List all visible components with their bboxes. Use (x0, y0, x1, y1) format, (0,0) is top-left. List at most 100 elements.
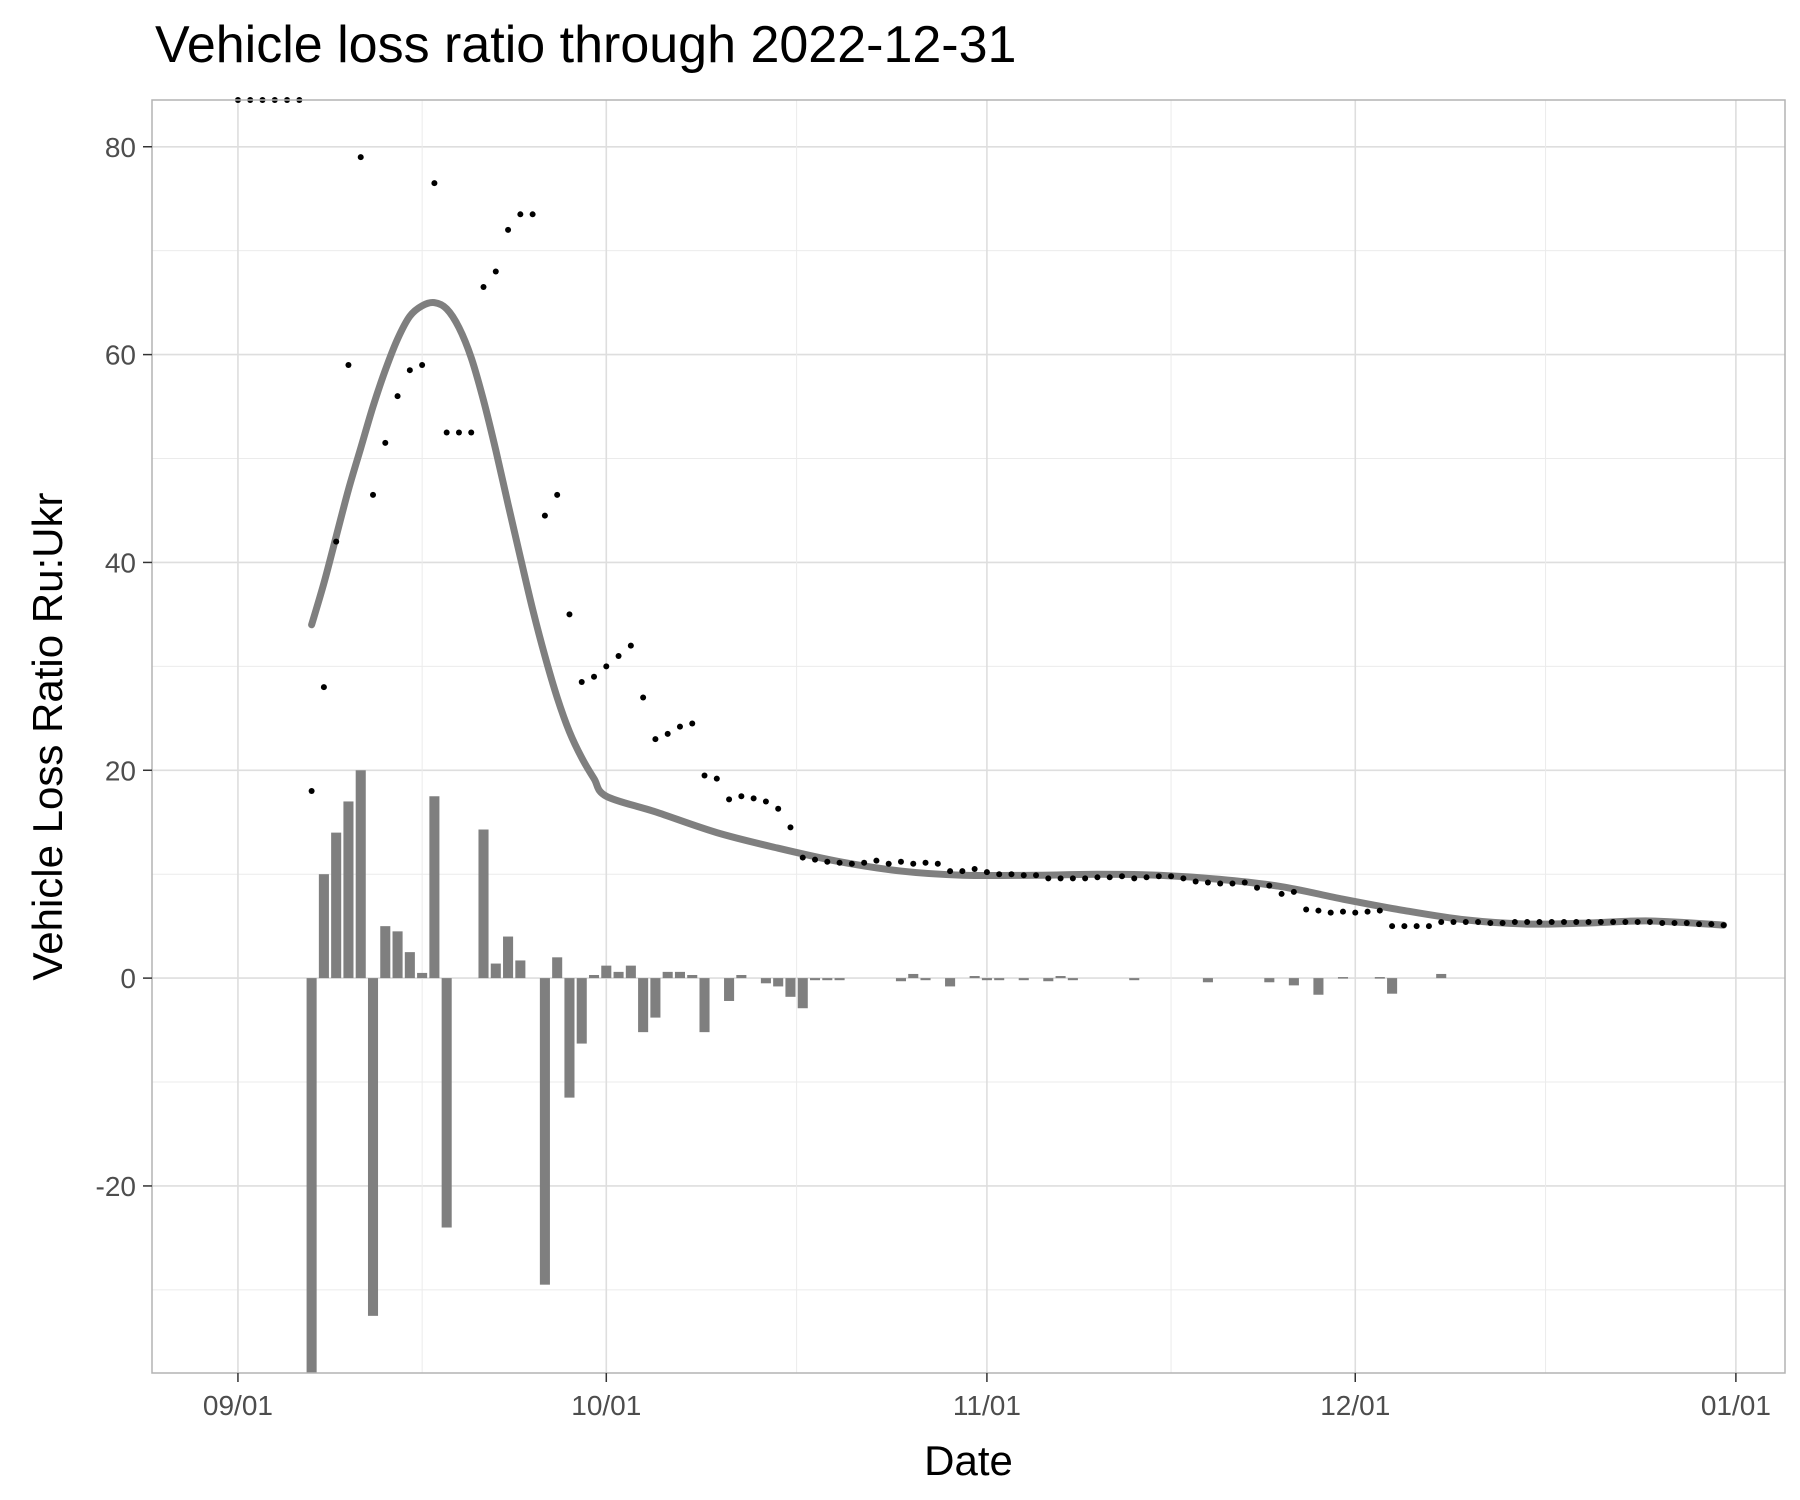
data-point (959, 868, 966, 875)
data-point (652, 736, 659, 743)
data-point (1389, 923, 1396, 930)
data-point (1290, 888, 1297, 895)
bar (994, 978, 1005, 981)
bar (1018, 978, 1029, 981)
bar (981, 978, 992, 981)
bar (331, 832, 342, 979)
x-axis-ticks: 09/01 10/01 11/01 12/01 01/01 (203, 1373, 1771, 1421)
x-tick-label: 01/01 (1701, 1390, 1771, 1421)
data-point (492, 268, 499, 275)
data-point (910, 860, 917, 867)
bar (417, 972, 428, 979)
bar (1067, 978, 1078, 981)
data-point (603, 663, 610, 670)
bar (588, 974, 600, 979)
data-point (1450, 918, 1457, 925)
bar (318, 874, 329, 979)
data-point (1499, 920, 1506, 927)
data-point (406, 367, 413, 374)
bar (1043, 978, 1054, 982)
data-point (566, 611, 573, 618)
data-point (517, 211, 524, 218)
data-point (1069, 875, 1076, 882)
bar (699, 978, 710, 1033)
bar (1129, 978, 1140, 981)
bar (969, 976, 980, 979)
bar (1436, 973, 1447, 979)
bar (822, 978, 833, 981)
data-point (934, 860, 941, 867)
bar (564, 978, 575, 1098)
data-point (1106, 874, 1113, 881)
data-point (750, 795, 757, 802)
data-point (787, 824, 794, 831)
data-point (1327, 909, 1334, 916)
data-point (983, 869, 990, 876)
bar (429, 796, 440, 979)
data-point (1303, 906, 1310, 913)
data-point (873, 857, 880, 864)
bar (1374, 977, 1385, 979)
bar (773, 978, 784, 987)
data-point (689, 720, 696, 727)
data-point (370, 491, 377, 498)
data-point (505, 226, 512, 233)
data-point (1610, 918, 1617, 925)
data-point (419, 361, 426, 368)
data-point (1659, 920, 1666, 927)
y-tick-label: 20 (105, 755, 136, 786)
scatter-series (234, 97, 1727, 930)
bar (576, 978, 587, 1044)
bar (1264, 978, 1275, 983)
data-point (1585, 918, 1592, 925)
y-tick-label: -20 (96, 1171, 136, 1202)
data-point (1057, 875, 1064, 882)
data-point (591, 673, 598, 680)
data-point (848, 860, 855, 867)
data-point (1376, 907, 1383, 914)
bar-series (306, 770, 1447, 1373)
data-point (357, 154, 364, 161)
data-point (1425, 923, 1432, 930)
bar (1337, 977, 1349, 979)
data-point (701, 772, 708, 779)
data-point (1192, 878, 1199, 885)
data-point (1438, 918, 1445, 925)
bar (1313, 978, 1324, 995)
data-point (1671, 920, 1678, 927)
data-point (996, 871, 1003, 878)
bar (785, 978, 796, 997)
data-point (1475, 918, 1482, 925)
data-point (1720, 922, 1727, 929)
bar (650, 978, 661, 1018)
data-point (455, 429, 462, 436)
data-point (812, 856, 819, 863)
data-point (1094, 874, 1101, 881)
y-tick-label: 0 (120, 963, 136, 994)
x-tick-label: 09/01 (203, 1390, 273, 1421)
bar (552, 957, 563, 979)
data-point (431, 180, 438, 187)
smoothed-trend-line (308, 299, 1728, 929)
data-point (1413, 923, 1420, 930)
x-tick-label: 10/01 (571, 1390, 641, 1421)
y-tick-label: 80 (105, 132, 136, 163)
data-point (799, 854, 806, 861)
data-point (1364, 908, 1371, 915)
bar (945, 978, 956, 987)
data-point (971, 865, 978, 872)
data-point (394, 393, 401, 400)
bar (392, 931, 403, 979)
grid (152, 100, 1785, 1373)
bar (539, 978, 550, 1285)
data-point (1266, 882, 1273, 889)
data-point (1683, 920, 1690, 927)
data-point (726, 796, 733, 803)
bar (441, 978, 452, 1228)
bar (404, 952, 415, 979)
x-axis-title: Date (924, 1437, 1013, 1484)
data-point (1401, 923, 1408, 930)
data-point (1511, 918, 1518, 925)
bar (724, 978, 735, 1001)
bar (895, 978, 907, 982)
